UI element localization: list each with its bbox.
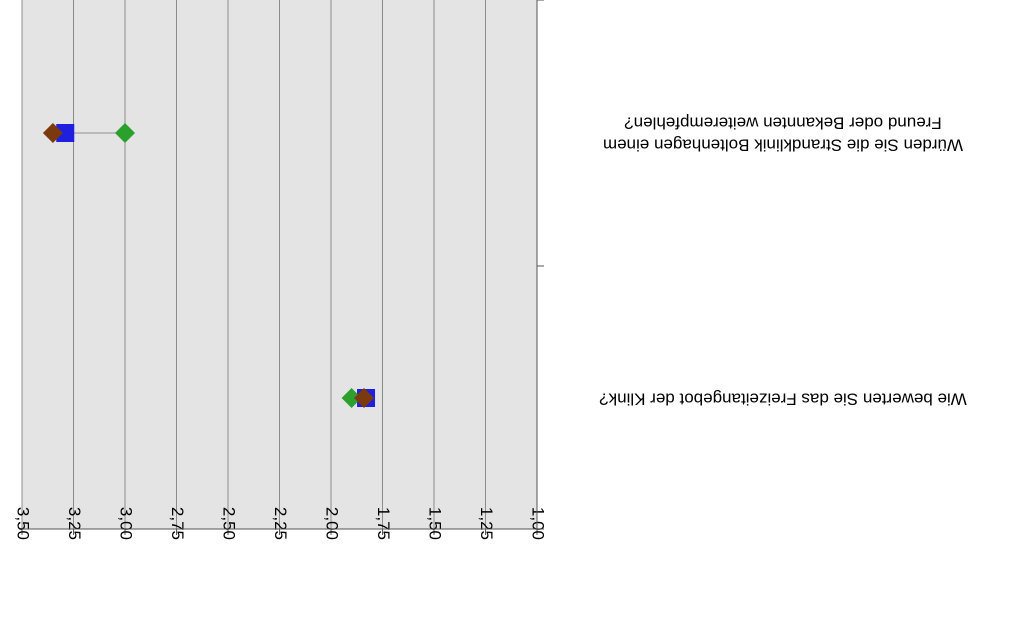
data-series	[42, 123, 376, 408]
category-label-line: Würden Sie die Strandklinik Boltenhagen …	[603, 136, 963, 155]
data-point-diamond	[353, 388, 374, 408]
axes: 1,00 1,25 1,50 1,75 2,00 2,25 2,50 2,75 3,00 3,25…	[14, 0, 548, 540]
category-label-line: Freund oder Bekannten weiterempfehlen?	[624, 114, 942, 133]
data-point-diamond	[115, 123, 135, 143]
data-point-square	[56, 124, 75, 142]
category-label: Würden Sie die Strandklinik Boltenhagen …	[603, 114, 963, 155]
x-tick-label: 3,50	[14, 507, 33, 540]
category-labels: Wie bewerten Sie das Freizeitangebot der…	[599, 114, 967, 409]
x-tick-label: 2,50	[220, 507, 239, 540]
category-label: Wie bewerten Sie das Freizeitangebot der…	[599, 390, 967, 409]
x-tick-label: 1,75	[374, 507, 393, 540]
x-tick-label: 2,00	[323, 507, 342, 540]
category-label-line: Wie bewerten Sie das Freizeitangebot der…	[599, 390, 967, 409]
gridlines	[21, 0, 538, 529]
x-tick-label: 2,75	[168, 507, 187, 540]
x-tick-label: 3,00	[117, 507, 136, 540]
data-point-diamond	[42, 123, 63, 143]
x-tick-label: 2,25	[271, 507, 290, 540]
x-tick-label: 1,25	[477, 507, 496, 540]
x-tick-label: 3,25	[65, 507, 84, 540]
x-tick-label: 1,50	[426, 507, 445, 540]
x-tick-label: 1,00	[529, 507, 548, 540]
data-point-diamond	[341, 388, 362, 408]
